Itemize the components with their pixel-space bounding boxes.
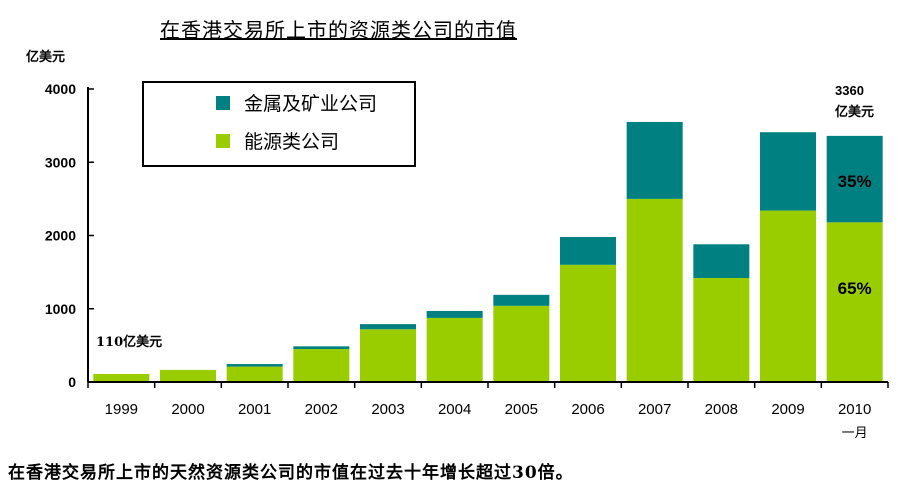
legend-swatch: [216, 96, 230, 110]
bar-energy-2005: [493, 305, 550, 382]
x-tick-label: 1999: [105, 401, 138, 418]
bar-metals-2009: [760, 132, 816, 211]
bar-energy-2001: [226, 366, 283, 382]
bar-metals-2010: [826, 135, 883, 223]
x-tick-sublabel: 一月: [842, 426, 868, 441]
bar-energy-2002: [293, 349, 350, 382]
x-tick-label: 2007: [638, 401, 671, 418]
bar-metals-2004: [426, 310, 483, 318]
bar-energy-2004: [426, 317, 483, 382]
x-tick-label: 2001: [238, 401, 271, 418]
legend-label: 能源类公司: [244, 131, 339, 153]
bar-energy-2009: [760, 210, 816, 382]
x-tick-label: 2000: [171, 401, 204, 418]
bar-energy-1999: [93, 373, 150, 382]
bar-energy-2008: [693, 277, 750, 382]
annotation-2010-unit: 亿美元: [835, 104, 874, 120]
annotation-2010-total: 3360: [835, 83, 864, 98]
bar-energy-2000: [160, 369, 216, 382]
legend-box: [142, 81, 416, 167]
x-tick-label: 2005: [505, 401, 538, 418]
y-tick-label: 4000: [45, 81, 76, 97]
y-tick-label: 1000: [45, 301, 76, 317]
annotation-energy-pct: 65%: [838, 279, 872, 298]
x-tick-label: 2009: [771, 401, 804, 418]
bar-energy-2006: [560, 264, 616, 382]
bar-metals-2001: [226, 364, 283, 367]
bar-metals-2002: [293, 346, 350, 350]
bar-energy-2003: [360, 329, 416, 382]
x-tick-label: 2002: [305, 401, 338, 418]
x-tick-label: 2006: [571, 401, 604, 418]
bar-metals-2007: [626, 121, 683, 199]
legend-swatch: [216, 134, 230, 148]
footnote: 在香港交易所上市的天然资源类公司的市值在过去十年增长超过30倍。: [8, 463, 574, 483]
bar-metals-2008: [693, 244, 750, 278]
annotation-1999: 110亿美元: [96, 334, 162, 350]
legend-label: 金属及矿业公司: [244, 93, 377, 115]
x-tick-label: 2010: [838, 401, 871, 418]
y-axis-unit: 亿美元: [26, 50, 66, 65]
y-tick-label: 2000: [45, 228, 76, 244]
annotation-metal-pct: 35%: [838, 172, 872, 191]
x-tick-label: 2003: [371, 401, 404, 418]
x-tick-label: 2004: [438, 401, 471, 418]
bar-metals-2005: [493, 294, 550, 306]
y-tick-label: 0: [68, 374, 76, 390]
x-tick-label: 2008: [705, 401, 738, 418]
bar-energy-2010: [826, 222, 883, 382]
y-tick-label: 3000: [45, 154, 76, 170]
chart-title: 在香港交易所上市的资源类公司的市值: [160, 18, 517, 42]
bar-energy-2007: [626, 198, 683, 382]
bar-metals-2006: [560, 236, 616, 265]
bar-metals-2003: [360, 324, 416, 330]
